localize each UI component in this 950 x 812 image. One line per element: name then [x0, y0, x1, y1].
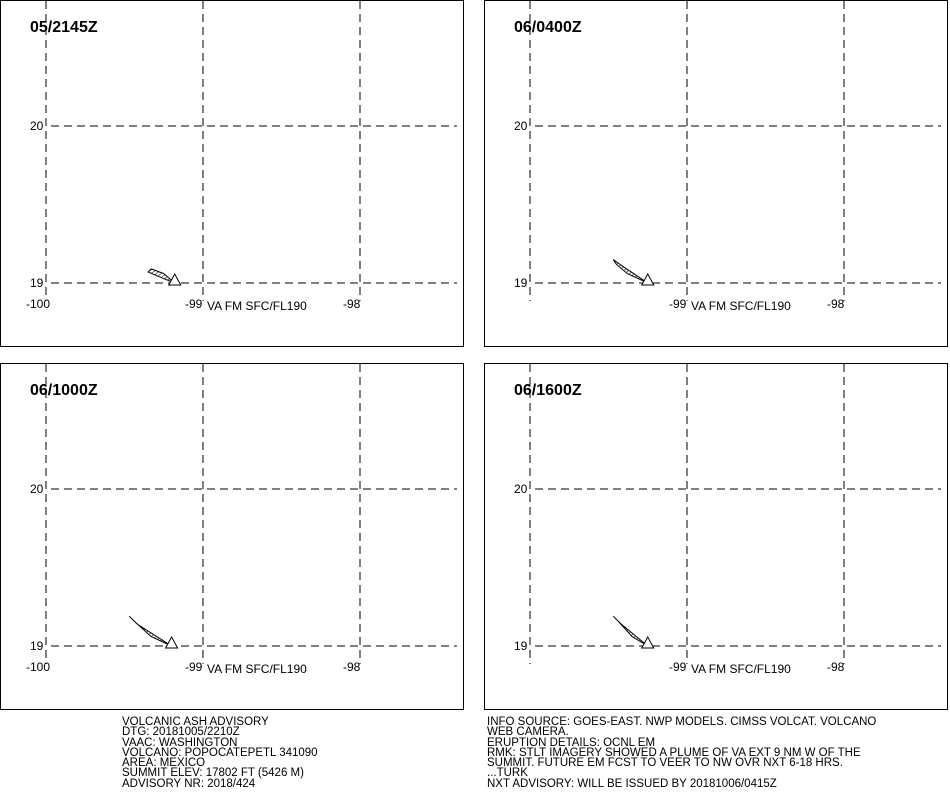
lat-label-19: 19	[30, 639, 44, 653]
advisory-line: ...TURK	[487, 767, 528, 780]
lat-label-19: 19	[30, 276, 44, 290]
map-canvas	[529, 364, 941, 664]
advisory-line: RMK: STLT IMAGERY SHOWED A PLUME OF VA E…	[487, 746, 861, 759]
plume-label: VA FM SFC/FL190	[691, 662, 791, 676]
volcano-marker-icon	[640, 635, 655, 649]
lon-label-100: -100	[26, 660, 51, 674]
advisory-line: SUMMIT. FUTURE EM FCST TO VEER TO NW OVR…	[487, 757, 843, 770]
ash-plume-polygon	[147, 268, 176, 284]
lon-label-99: -99	[185, 297, 203, 311]
lon-label-99: -99	[669, 660, 687, 674]
ash-plume-polygon	[612, 259, 649, 284]
lon-label-99: -99	[669, 297, 687, 311]
lon-label-98: -98	[343, 660, 361, 674]
volcano-marker-icon	[164, 635, 179, 649]
plume-label: VA FM SFC/FL190	[207, 662, 307, 676]
lon-label-98: -98	[827, 660, 845, 674]
map-panel-3: 06/1000Z 20 19 -100 -99 -98 VA FM SFC/FL…	[0, 363, 464, 710]
lon-label-100: -100	[26, 297, 51, 311]
advisory-line: ADVISORY NR: 2018/424	[122, 777, 256, 790]
lat-label-20: 20	[514, 482, 528, 496]
map-panel-1: 05/2145Z 20 19 -100 -99 -98 VA FM SFC/FL…	[0, 0, 464, 347]
panel-time-title: 06/0400Z	[514, 19, 582, 36]
advisory-details-block: INFO SOURCE: GOES-EAST. NWP MODELS. CIMS…	[487, 716, 877, 790]
plume-label: VA FM SFC/FL190	[207, 299, 307, 313]
advisory-line: VAAC: WASHINGTON	[122, 736, 238, 749]
volcano-marker-icon	[640, 272, 655, 286]
map-canvas	[529, 1, 941, 301]
lat-label-19: 19	[514, 276, 528, 290]
ash-plume-polygon	[128, 615, 172, 647]
map-panel-2: 06/0400Z 20 19 -99 -98 VA FM SFC/FL190	[484, 0, 948, 347]
advisory-line: INFO SOURCE: GOES-EAST. NWP MODELS. CIMS…	[487, 716, 877, 728]
panel-time-title: 06/1000Z	[30, 382, 98, 399]
lat-label-19: 19	[514, 639, 528, 653]
advisory-header-block: VOLCANIC ASH ADVISORY DTG: 20181005/2210…	[122, 716, 318, 790]
advisory-line: VOLCANIC ASH ADVISORY	[122, 716, 269, 728]
panel-time-title: 05/2145Z	[30, 19, 98, 36]
lon-label-98: -98	[343, 297, 361, 311]
lat-label-20: 20	[514, 119, 528, 133]
plume-label: VA FM SFC/FL190	[691, 299, 791, 313]
ash-plume-polygon	[612, 615, 649, 647]
advisory-line: WEB CAMERA.	[487, 726, 569, 739]
lat-label-20: 20	[30, 119, 44, 133]
panel-time-title: 06/1600Z	[514, 382, 582, 399]
lat-label-20: 20	[30, 482, 44, 496]
lon-label-98: -98	[827, 297, 845, 311]
map-canvas	[45, 1, 457, 301]
map-panel-4: 06/1600Z 20 19 -99 -98 VA FM SFC/FL190	[484, 363, 948, 710]
advisory-line: SUMMIT ELEV: 17802 FT (5426 M)	[122, 767, 304, 780]
lon-label-99: -99	[185, 660, 203, 674]
advisory-line: DTG: 20181005/2210Z	[122, 726, 240, 739]
advisory-line: AREA: MEXICO	[122, 757, 206, 770]
advisory-line: NXT ADVISORY: WILL BE ISSUED BY 20181006…	[487, 777, 777, 790]
map-canvas	[45, 364, 457, 664]
advisory-line: VOLCANO: POPOCATEPETL 341090	[122, 746, 318, 759]
advisory-line: ERUPTION DETAILS: OCNL EM	[487, 736, 656, 749]
volcano-marker-icon	[167, 272, 182, 286]
